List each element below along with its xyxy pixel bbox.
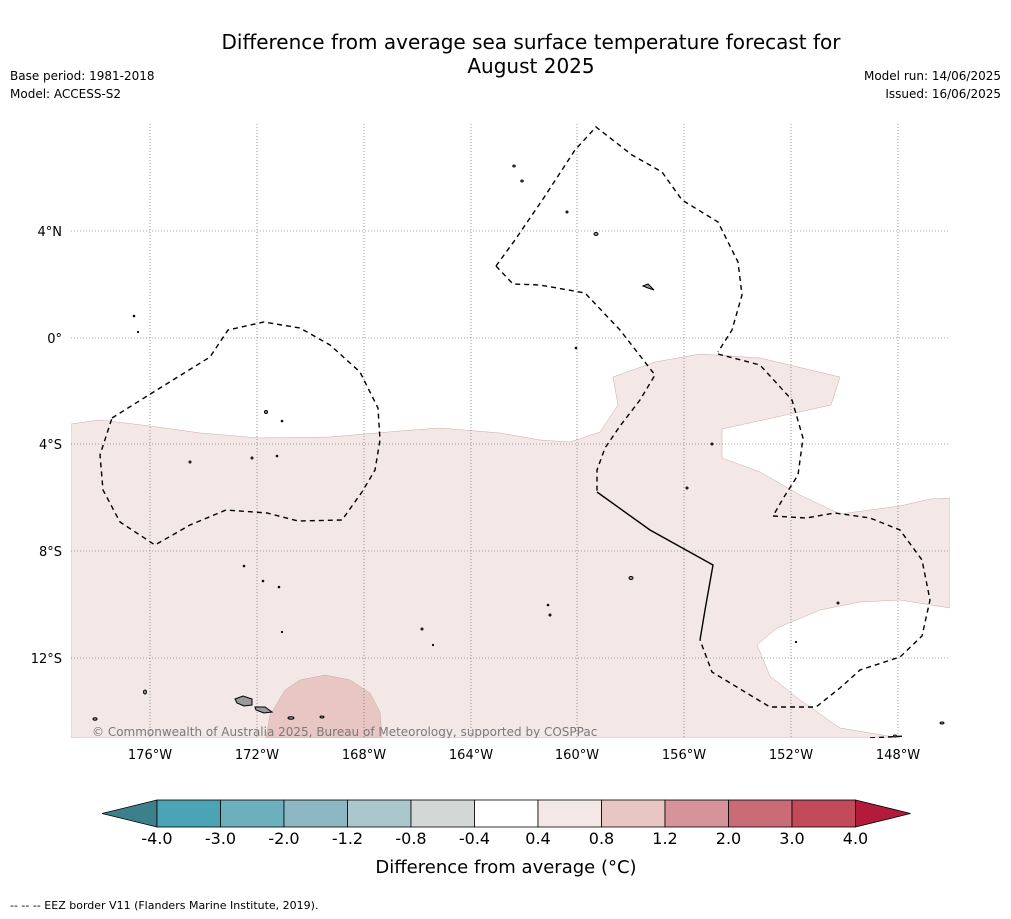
colorbar-tick-label: 0.8 [589, 829, 614, 848]
lon-label-172w: 172°W [235, 748, 279, 763]
eez-border-north [495, 126, 743, 353]
lat-label-4s: 4°S [39, 438, 62, 453]
colorbar-tick-label: 3.0 [779, 829, 804, 848]
colorbar-tick-label: 0.4 [525, 829, 550, 848]
issued-date: Issued: 16/06/2025 [885, 87, 1001, 101]
colorbar-segment [283, 799, 348, 828]
lat-label-12s: 12°S [31, 652, 62, 667]
islands [92, 164, 945, 738]
model-name: Model: ACCESS-S2 [10, 87, 122, 101]
title-line-2: August 2025 [467, 54, 595, 78]
colorbar-tick-label: -1.2 [332, 829, 363, 848]
eez-border-southeast [699, 512, 931, 708]
colorbar-segment [347, 799, 412, 828]
colorbar-tick-label: 4.0 [843, 829, 868, 848]
map-area: © Commonwealth of Australia 2025, Bureau… [71, 124, 950, 739]
eez-border-west [99, 321, 381, 546]
colorbar-segment [601, 799, 666, 828]
lat-label-0: 0° [47, 332, 62, 347]
lon-label-160w: 160°W [555, 748, 599, 763]
copyright-notice: © Commonwealth of Australia 2025, Bureau… [92, 725, 597, 739]
lon-label-164w: 164°W [449, 748, 493, 763]
model-run: Model run: 14/06/2025 [863, 69, 1001, 83]
colorbar-tick-label: -3.0 [205, 829, 236, 848]
colorbar-tick-label: -0.4 [459, 829, 490, 848]
lon-label-168w: 168°W [342, 748, 386, 763]
colorbar-segment [728, 799, 793, 828]
colorbar [101, 799, 911, 828]
longitude-labels: 176°W 172°W 168°W 164°W 160°W 156°W 152°… [128, 748, 920, 763]
eez-borders [99, 126, 931, 738]
gridlines [71, 124, 950, 738]
colorbar-segment [474, 799, 539, 828]
colorbar-label: Difference from average (°C) [375, 857, 636, 878]
colorbar-tick-label: -0.8 [395, 829, 426, 848]
lat-label-8s: 8°S [39, 545, 62, 560]
colorbar-segment [537, 799, 602, 828]
colorbar-ticks: -4.0 -3.0 -2.0 -1.2 -0.8 -0.4 0.4 0.8 1.2 2.0 3.0 4… [141, 829, 868, 848]
colorbar-tick-label: 2.0 [716, 829, 741, 848]
meta-right: Model run: 14/06/2025 Issued: 16/06/2025 [864, 67, 1001, 103]
colorbar-segment [664, 799, 729, 828]
colorbar-tick-label: -4.0 [141, 829, 172, 848]
island-upolu [254, 706, 274, 714]
anomaly-region-0-4-0-8 [71, 353, 950, 738]
meta-left: Base period: 1981-2018 Model: ACCESS-S2 [10, 67, 155, 103]
eez-border-south [869, 735, 906, 738]
colorbar-segment [220, 799, 285, 828]
latitude-labels: 4°N 0° 4°S 8°S 12°S [31, 225, 62, 667]
lon-label-152w: 152°W [769, 748, 813, 763]
footer-note: -- -- -- EEZ border V11 (Flanders Marine… [10, 899, 319, 912]
colorbar-segment [410, 799, 475, 828]
eez-border-center [495, 265, 656, 492]
colorbar-tick-label: 1.2 [652, 829, 677, 848]
island-savaii [234, 695, 253, 707]
colorbar-segment [156, 799, 221, 828]
colorbar-extend-low [101, 799, 158, 828]
colorbar-segment [791, 799, 856, 828]
map-title: Difference from average sea surface temp… [0, 30, 1011, 78]
eez-border-solid [596, 491, 714, 641]
lon-label-156w: 156°W [662, 748, 706, 763]
lon-label-148w: 148°W [876, 748, 920, 763]
base-period: Base period: 1981-2018 [10, 69, 155, 83]
lon-label-176w: 176°W [128, 748, 172, 763]
eez-border-east [717, 353, 804, 517]
lat-label-4n: 4°N [38, 225, 63, 240]
colorbar-extend-high [855, 799, 911, 828]
colorbar-tick-label: -2.0 [268, 829, 299, 848]
anomaly-region-0-8-1-2 [265, 674, 383, 738]
title-line-1: Difference from average sea surface temp… [221, 30, 841, 54]
